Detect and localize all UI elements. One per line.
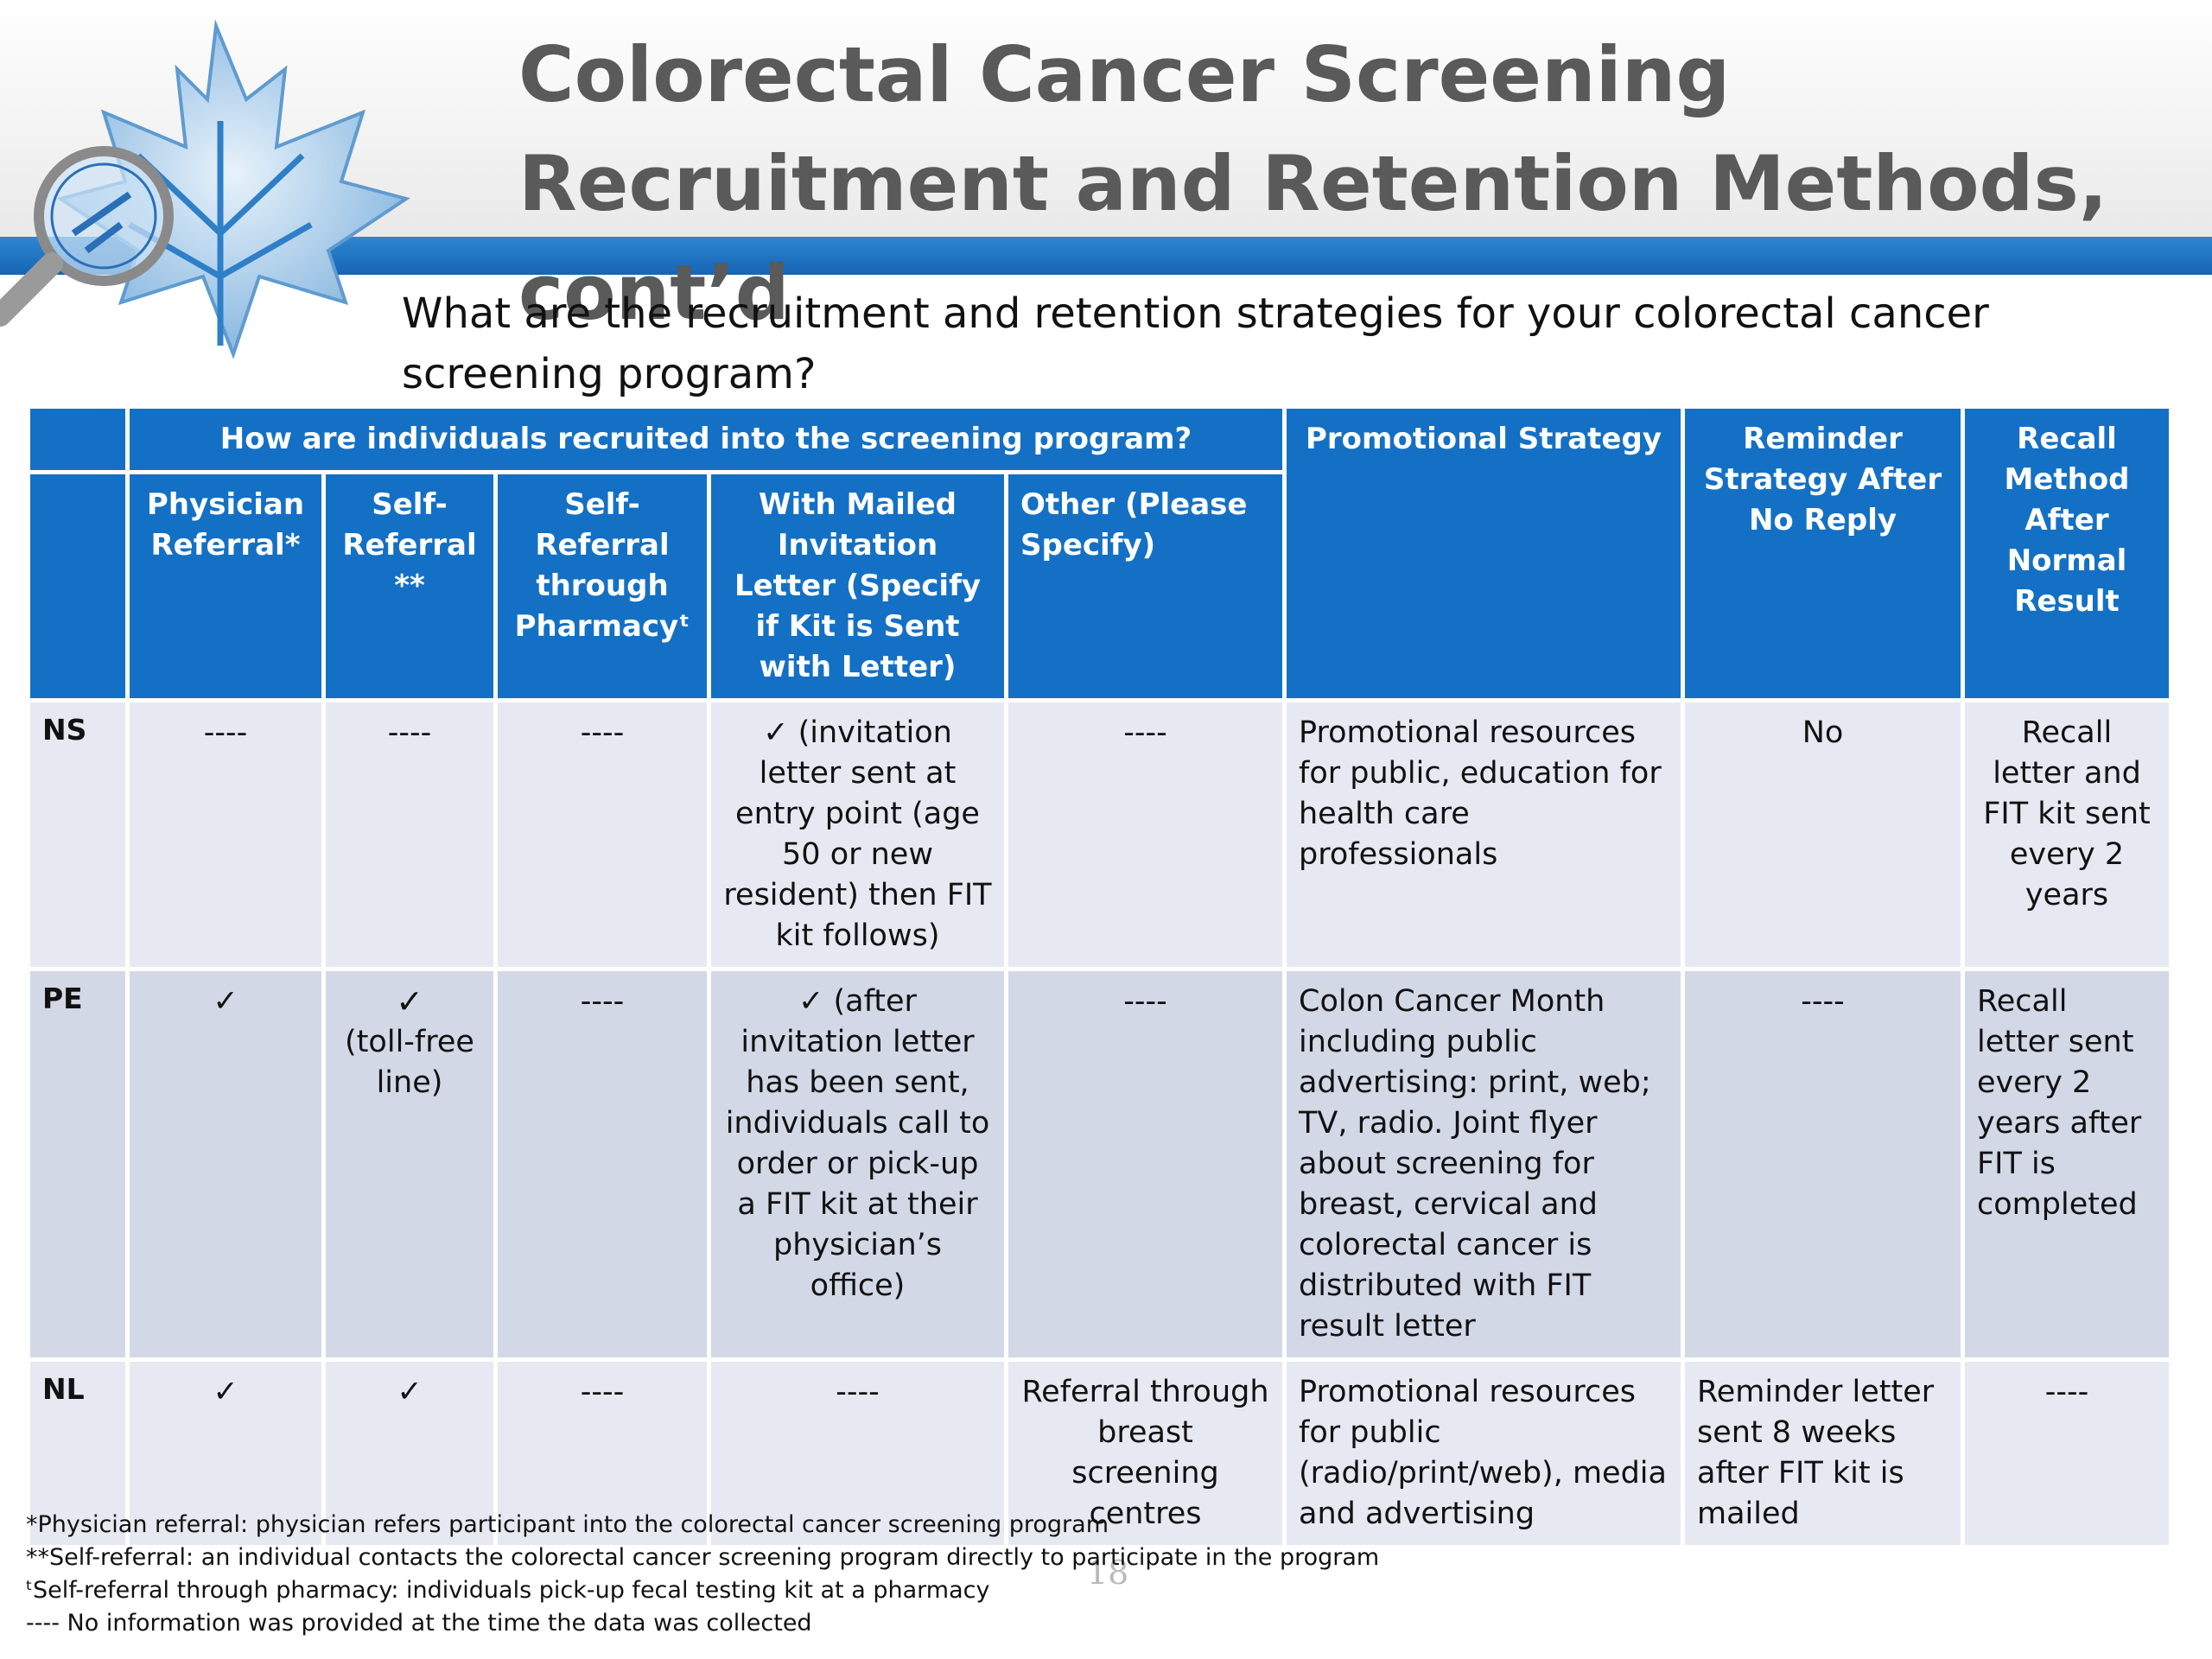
slide-title: Colorectal Cancer Screening Recruitment … — [518, 30, 2108, 337]
ns-promo-cell: Promotional resources for public, educat… — [1287, 702, 1681, 967]
header-physician-referral: Physician Referral* — [130, 474, 321, 698]
pe-mailed-cell: ✓ (after invitation letter has been sent… — [711, 971, 1004, 1357]
row-label-nl: NL — [30, 1362, 125, 1545]
ns-mailed-cell: ✓ (invitation letter sent at entry point… — [711, 702, 1004, 967]
nl-self-cell: ✓ — [326, 1362, 493, 1545]
question-text: What are the recruitment and retention s… — [402, 289, 1989, 398]
province-header — [30, 474, 125, 698]
row-label-pe: PE — [30, 971, 125, 1357]
ns-reminder-cell: No — [1685, 702, 1961, 967]
ns-physician-cell: ---- — [130, 702, 321, 967]
pe-physician-cell: ✓ — [130, 971, 321, 1357]
recruitment-table: How are individuals recruited into the s… — [26, 404, 2173, 1549]
nl-mailed-cell: ---- — [711, 1362, 1004, 1545]
pe-self-cell: ✓ (toll-free line) — [326, 971, 493, 1357]
header-other: Other (Please Specify) — [1008, 474, 1282, 698]
table-row-nl: NL ✓ ✓ ---- ---- Referral through breast… — [30, 1362, 2169, 1545]
footnote-self-referral: **Self-referral: an individual contacts … — [26, 1544, 1380, 1571]
row-label-ns: NS — [30, 702, 125, 967]
header-recall-method: Recall Method After Normal Result — [1965, 409, 2169, 698]
header-band — [0, 237, 2212, 275]
ns-pharmacy-cell: ---- — [498, 702, 707, 967]
pe-reminder-cell: ---- — [1685, 971, 1961, 1357]
page-number: 18 — [1087, 1554, 1129, 1592]
pe-recall-cell: Recall letter sent every 2 years after F… — [1965, 971, 2169, 1357]
nl-other-cell: Referral through breast screening centre… — [1008, 1362, 1282, 1545]
footnotes: *Physician referral: physician refers pa… — [26, 1509, 1927, 1640]
nl-physician-cell: ✓ — [130, 1362, 321, 1545]
pe-self-check: ✓ — [396, 982, 423, 1020]
nl-pharmacy-cell: ---- — [498, 1362, 707, 1545]
nl-reminder-cell: Reminder letter sent 8 weeks after FIT k… — [1685, 1362, 1961, 1545]
pe-self-note: (toll-free line) — [345, 1025, 474, 1100]
pe-other-cell: ---- — [1008, 971, 1282, 1357]
footnote-no-info: ---- No information was provided at the … — [26, 1610, 812, 1637]
footnote-physician: *Physician referral: physician refers pa… — [26, 1511, 1109, 1538]
header-self-referral: Self-Referral ** — [326, 474, 493, 698]
ns-self-cell: ---- — [326, 702, 493, 967]
header-pharmacy-referral: Self-Referral through Pharmacyᵗ — [498, 474, 707, 698]
header-reminder-strategy: Reminder Strategy After No Reply — [1685, 409, 1961, 698]
group-header: How are individuals recruited into the s… — [130, 409, 1282, 470]
table-row-pe: PE ✓ ✓ (toll-free line) ---- ✓ (after in… — [30, 971, 2169, 1357]
table-row-ns: NS ---- ---- ---- ✓ (invitation letter s… — [30, 702, 2169, 967]
header-promotional-strategy: Promotional Strategy — [1287, 409, 1681, 698]
maple-leaf-magnifier-logo — [0, 19, 410, 359]
nl-promo-cell: Promotional resources for public (radio/… — [1287, 1362, 1681, 1545]
ns-recall-cell: Recall letter and FIT kit sent every 2 y… — [1965, 702, 2169, 967]
footnote-pharmacy: ᵗSelf-referral through pharmacy: individ… — [26, 1577, 990, 1604]
pe-pharmacy-cell: ---- — [498, 971, 707, 1357]
ns-other-cell: ---- — [1008, 702, 1282, 967]
nl-recall-cell: ---- — [1965, 1362, 2169, 1545]
pe-promo-cell: Colon Cancer Month including public adve… — [1287, 971, 1681, 1357]
header-mailed-invitation: With Mailed Invitation Letter (Specify i… — [711, 474, 1004, 698]
corner-header — [30, 409, 125, 470]
